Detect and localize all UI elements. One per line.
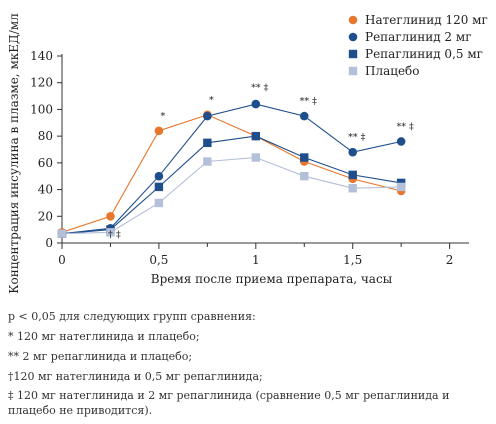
y-tick-label: 40 [38,183,53,197]
data-point [396,137,406,146]
data-point [348,170,357,180]
y-tick-label: 20 [38,209,53,223]
data-point [300,172,309,181]
y-tick-label: 60 [38,156,53,170]
data-point [154,182,164,192]
data-point [106,228,115,237]
footnote-item: ** 2 мг репаглинида и плацебо; [8,349,193,363]
x-axis-title: Время после приема препарата, часы [151,272,393,286]
x-tick-label: 0 [58,253,66,267]
x-tick-label: 1,5 [343,253,362,267]
series-line [61,114,402,233]
footnote-item: * 120 мг натеглинида и плацебо; [8,329,200,343]
data-point [348,184,357,193]
data-point [251,99,261,109]
footnote-header: p < 0,05 для следующих групп сравнения: [8,310,256,323]
data-point [300,153,309,162]
y-tick-label: 0 [45,236,53,250]
data-point [203,111,212,121]
x-tick-label: 0,5 [149,253,168,267]
data-point [203,138,212,148]
chart-axes: 0 20 40 60 80 100 120 140 0 0,5 1 1,5 2 Время после п… [7,13,469,294]
data-point [396,182,406,192]
y-tick-label: 100 [30,102,53,116]
series-line [61,103,402,235]
y-tick-label: 80 [38,129,53,143]
legend-label: Плацебо [365,64,420,78]
significance-mark: * [209,95,214,106]
significance-mark: ** ‡ [251,83,269,94]
significance-mark: * [161,111,166,122]
legend-marker [348,15,358,25]
footnote-item: †120 мг натеглинида и 0,5 мг репаглинида… [8,369,263,383]
data-point [251,153,261,162]
chart-legend: Натеглинид 120 мг Репаглинид 2 мг Репаглин… [348,13,488,78]
legend-marker [348,32,358,42]
data-point [154,171,164,181]
chart-annotations: † ‡ * * ** ‡ ** ‡ ** ‡ ** ‡ [108,83,414,241]
legend-marker [348,49,358,59]
data-point [299,111,309,121]
significance-mark: ** ‡ [397,121,415,132]
significance-mark: ** ‡ [348,132,366,143]
legend-label: Натеглинид 120 мг [365,13,488,27]
y-axis-title: Концентрация инсулина в плазме, мкЕД/мл [7,13,21,294]
data-point [251,131,261,141]
legend-marker [348,66,358,76]
y-tick-label: 120 [30,76,53,90]
footnotes: p < 0,05 для следующих групп сравнения: … [8,310,488,424]
data-point [203,157,212,166]
footnote-item: ‡ 120 мг натеглинида и 2 мг репаглинида … [8,389,450,418]
series-line [61,135,402,235]
y-tick-label: 140 [30,49,53,63]
data-point [154,198,164,208]
x-tick-label: 1 [252,253,260,267]
data-point [348,147,358,157]
insulin-chart: 0 20 40 60 80 100 120 140 0 0,5 1 1,5 2 Время после п… [7,13,488,294]
x-tick-label: 2 [446,253,454,267]
data-point [106,211,115,221]
legend-label: Репаглинид 0,5 мг [365,47,483,61]
data-point [57,229,67,238]
series-line [61,156,402,235]
data-point [154,126,164,136]
chart-series [57,99,406,238]
significance-mark: † ‡ [108,230,121,241]
significance-mark: ** ‡ [300,96,318,107]
legend-label: Репаглинид 2 мг [365,30,472,44]
